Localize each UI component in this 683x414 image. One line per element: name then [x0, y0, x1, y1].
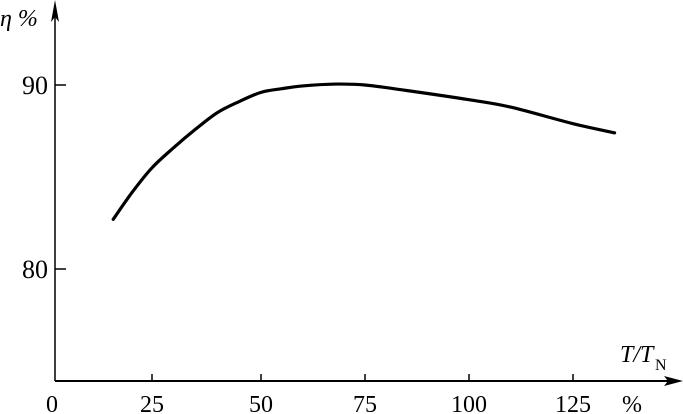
x-axis-label: T/T: [620, 342, 655, 368]
y-tick-label: 90: [22, 71, 48, 100]
x-tick-label: 125: [555, 392, 591, 414]
x-tick-label: 75: [353, 392, 377, 414]
x-tick-label: 25: [140, 392, 164, 414]
y-tick-label: 80: [22, 255, 48, 284]
x-axis-label-subscript: N: [655, 357, 667, 374]
y-axis-label: η %: [0, 6, 38, 32]
x-axis-arrow-icon: [664, 376, 683, 386]
x-tick-label: 50: [249, 392, 273, 414]
x-tick-label: 0: [46, 392, 58, 414]
x-tick-label: 100: [451, 392, 487, 414]
y-axis-arrow-icon: [51, 0, 59, 22]
x-axis-unit: %: [622, 392, 642, 414]
efficiency-curve: [111, 82, 617, 221]
